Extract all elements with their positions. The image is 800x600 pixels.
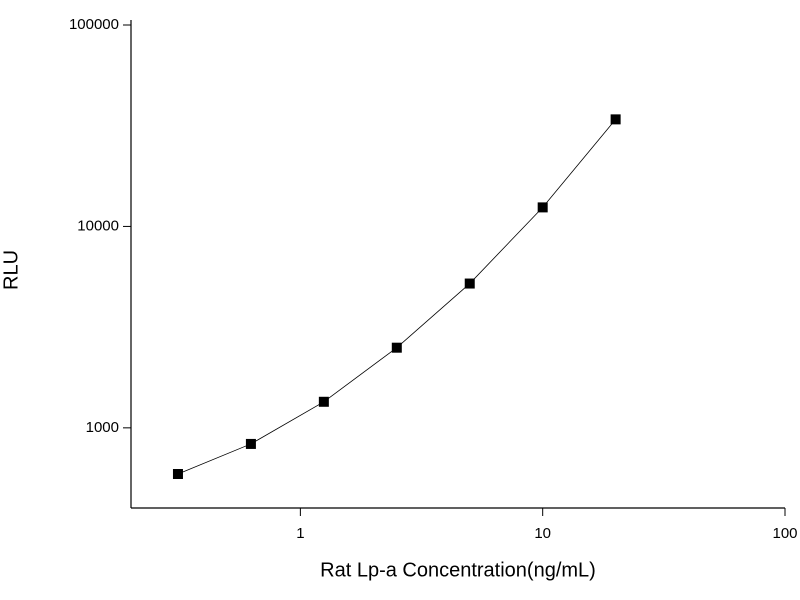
y-axis-title: RLU <box>0 250 22 290</box>
x-tick-label: 1 <box>296 525 304 542</box>
marker <box>537 202 548 213</box>
x-tick-label: 10 <box>534 525 551 542</box>
line <box>177 119 616 475</box>
y-tick-label: 10000 <box>77 217 119 234</box>
y-tick-label: 1000 <box>86 419 119 436</box>
marker <box>610 114 621 125</box>
marker <box>464 278 475 289</box>
marker <box>245 438 256 449</box>
x-axis-title: Rat Lp-a Concentration(ng/mL) <box>320 559 596 581</box>
marker <box>391 342 402 353</box>
x-tick-label: 100 <box>772 525 797 542</box>
marker <box>318 396 329 407</box>
y-tick-label: 100000 <box>69 16 119 33</box>
marker <box>172 469 183 480</box>
